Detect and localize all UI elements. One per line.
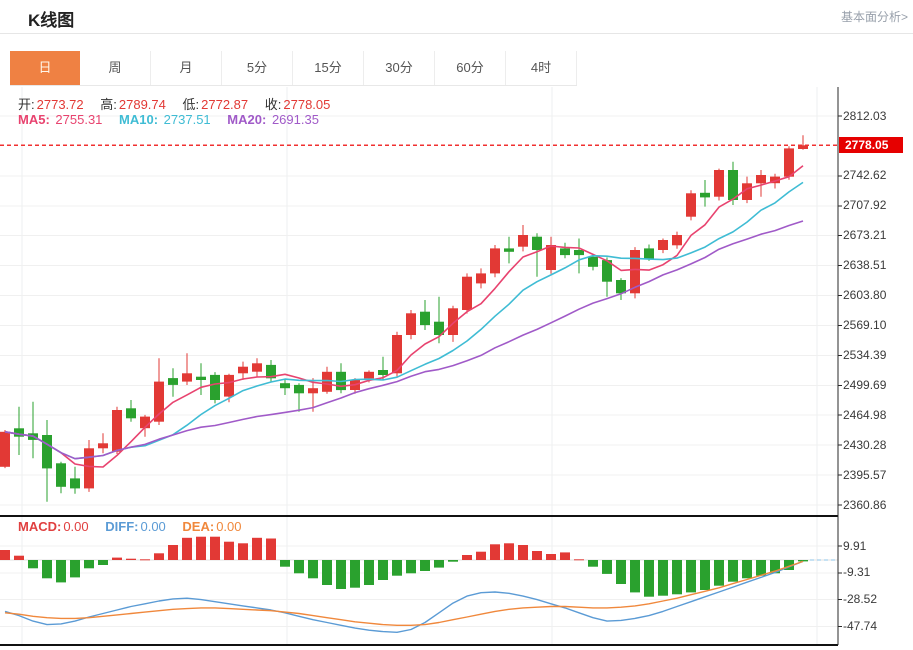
ohlc-low-label: 低:: [182, 97, 200, 112]
tab-week[interactable]: 周: [80, 51, 151, 85]
widget-header: K线图 基本面分析>: [0, 0, 913, 34]
price-axis-label: 2638.51: [843, 258, 887, 273]
ma20-label: MA20:: [227, 112, 267, 127]
current-price-tag: 2778.05: [839, 137, 903, 154]
price-axis-label: 2360.86: [843, 497, 887, 512]
macd-item: MACD: 0.00: [18, 519, 89, 534]
ma10-item: MA10: 2737.51: [119, 112, 211, 127]
macd-label: MACD:: [18, 519, 62, 534]
tab-5min[interactable]: 5分: [222, 51, 293, 85]
diff-item: DIFF: 0.00: [105, 519, 166, 534]
ma10-value: 2737.51: [163, 112, 211, 127]
ma10-label: MA10:: [119, 112, 159, 127]
diff-label: DIFF:: [105, 519, 139, 534]
ma20-value: 2691.35: [271, 112, 319, 127]
tab-30min[interactable]: 30分: [364, 51, 435, 85]
ohlc-close-value: 2778.05: [283, 97, 331, 112]
price-axis-label: 2464.98: [843, 407, 887, 422]
tab-60min[interactable]: 60分: [435, 51, 506, 85]
chart-area[interactable]: 开: 2773.72 高: 2789.74 低: 2772.87 收: 2778.05 …: [0, 85, 913, 650]
price-axis-label: 2742.62: [843, 168, 887, 183]
ohlc-high-value: 2789.74: [118, 97, 166, 112]
macd-axis-label: 9.91: [843, 538, 867, 553]
macd-axis-label: -28.52: [843, 592, 878, 607]
dea-item: DEA: 0.00: [182, 519, 241, 534]
tab-day[interactable]: 日: [10, 51, 80, 85]
diff-value: 0.00: [140, 519, 166, 534]
macd-axis-label: -9.31: [843, 565, 871, 580]
tab-15min[interactable]: 15分: [293, 51, 364, 85]
ohlc-open-value: 2773.72: [36, 97, 84, 112]
price-axis-label: 2603.80: [843, 288, 887, 303]
macd-axis-label: -47.74: [843, 618, 878, 633]
ohlc-low-value: 2772.87: [201, 97, 249, 112]
macd-value: 0.00: [63, 519, 89, 534]
price-axis-label: 2499.69: [843, 377, 887, 392]
page-title: K线图: [28, 11, 75, 30]
dea-value: 0.00: [216, 519, 242, 534]
ma5-item: MA5: 2755.31: [18, 112, 102, 127]
ohlc-close: 收: 2778.05: [265, 97, 331, 112]
ma-legend: MA5: 2755.31 MA10: 2737.51 MA20: 2691.35: [18, 112, 332, 127]
ohlc-open-label: 开:: [18, 97, 35, 112]
ohlc-close-label: 收:: [264, 97, 282, 112]
macd-legend: MACD: 0.00 DIFF: 0.00 DEA: 0.00: [18, 519, 255, 534]
ohlc-high: 高: 2789.74: [100, 97, 166, 112]
price-axis-label: 2395.57: [843, 467, 887, 482]
price-axis-label: 2812.03: [843, 108, 887, 123]
ohlc-high-label: 高:: [100, 97, 117, 112]
price-axis-label: 2673.21: [843, 228, 887, 243]
price-axis-label: 2707.92: [843, 198, 887, 213]
period-tabbar: 日 周 月 5分 15分 30分 60分 4时: [10, 51, 577, 86]
dea-label: DEA:: [182, 519, 215, 534]
ohlc-legend: 开: 2773.72 高: 2789.74 低: 2772.87 收: 2778.05: [18, 94, 343, 113]
price-axis-label: 2534.39: [843, 347, 887, 362]
ma20-item: MA20: 2691.35: [227, 112, 319, 127]
tab-4hour[interactable]: 4时: [506, 51, 577, 85]
price-axis-label: 2430.28: [843, 437, 887, 452]
ma5-label: MA5:: [18, 112, 50, 127]
fundamental-analysis-link[interactable]: 基本面分析>: [840, 10, 908, 24]
ma5-value: 2755.31: [55, 112, 103, 127]
tab-month[interactable]: 月: [151, 51, 222, 85]
ohlc-open: 开: 2773.72: [18, 97, 84, 112]
price-axis-label: 2569.10: [843, 317, 887, 332]
ohlc-low: 低: 2772.87: [183, 97, 249, 112]
